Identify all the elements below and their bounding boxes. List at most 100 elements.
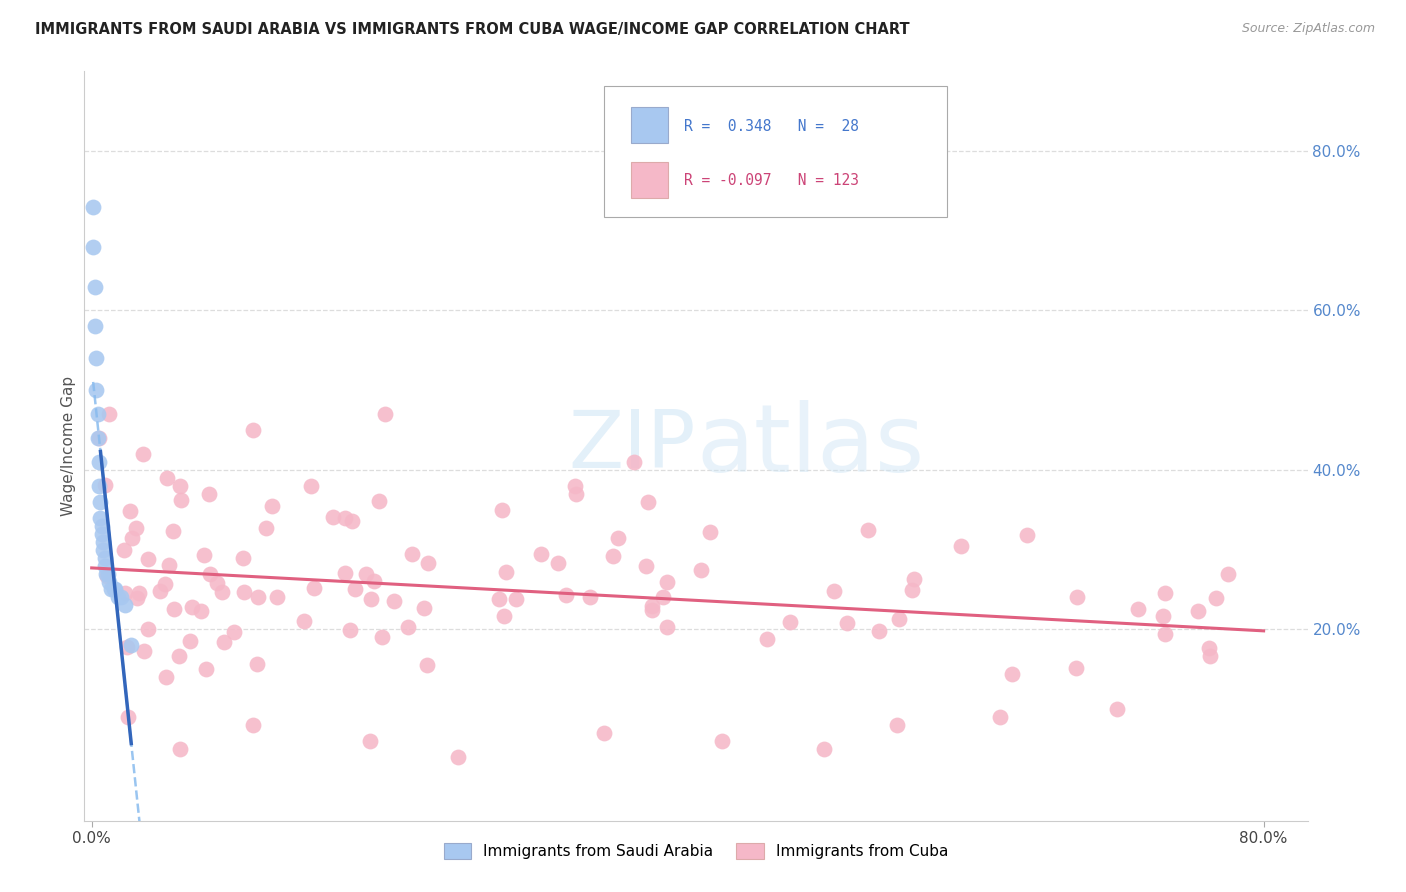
Point [132, 643, 155, 657]
Point [198, 487, 221, 501]
Point [988, 710, 1011, 724]
Point [82, 240, 104, 254]
Point [564, 479, 586, 493]
Point [382, 594, 405, 608]
Point [1199, 649, 1222, 664]
Point [1216, 566, 1239, 581]
Text: R =  0.348   N =  28: R = 0.348 N = 28 [683, 119, 859, 134]
Point [211, 585, 233, 599]
Point [125, 521, 148, 535]
Point [87, 455, 110, 469]
Point [593, 726, 616, 740]
Point [114, 599, 136, 613]
Point [1154, 627, 1177, 641]
Point [94, 558, 117, 573]
Point [104, 582, 127, 597]
Point [98, 407, 121, 421]
Point [132, 447, 155, 461]
Point [93, 542, 115, 557]
Point [170, 492, 193, 507]
Point [579, 591, 602, 605]
Point [91, 526, 114, 541]
Point [640, 599, 662, 613]
Point [901, 582, 924, 597]
Point [602, 549, 624, 563]
Point [86, 431, 108, 445]
Point [1017, 528, 1039, 542]
Point [190, 604, 212, 618]
Bar [631, 162, 668, 198]
Point [83, 279, 105, 293]
Legend: Immigrants from Saudi Arabia, Immigrants from Cuba: Immigrants from Saudi Arabia, Immigrants… [437, 838, 955, 865]
Point [710, 734, 733, 748]
Point [169, 479, 191, 493]
Point [120, 638, 142, 652]
Point [607, 531, 630, 545]
Point [333, 566, 356, 581]
Point [205, 575, 228, 590]
Point [198, 566, 221, 581]
Point [103, 582, 125, 597]
Point [374, 407, 396, 421]
Point [107, 591, 129, 605]
Point [652, 591, 675, 605]
Point [87, 431, 110, 445]
Point [371, 630, 394, 644]
Point [245, 657, 267, 671]
Point [339, 623, 361, 637]
Text: IMMIGRANTS FROM SAUDI ARABIA VS IMMIGRANTS FROM CUBA WAGE/INCOME GAP CORRELATION: IMMIGRANTS FROM SAUDI ARABIA VS IMMIGRAN… [35, 22, 910, 37]
Point [368, 494, 391, 508]
Point [333, 511, 356, 525]
Point [155, 670, 177, 684]
Point [138, 552, 160, 566]
Point [247, 590, 270, 604]
Point [637, 495, 659, 509]
Point [83, 319, 105, 334]
Point [266, 591, 288, 605]
Point [530, 547, 553, 561]
Point [1001, 667, 1024, 681]
Point [342, 514, 364, 528]
Point [121, 531, 143, 545]
Point [492, 609, 515, 624]
Text: ZIP: ZIP [568, 407, 696, 485]
Point [413, 600, 436, 615]
Point [157, 558, 180, 572]
Point [93, 534, 115, 549]
Point [495, 566, 517, 580]
Point [360, 591, 382, 606]
Point [868, 624, 890, 638]
Point [94, 478, 117, 492]
Point [1152, 609, 1174, 624]
Point [242, 423, 264, 437]
Point [110, 591, 132, 605]
FancyBboxPatch shape [605, 87, 946, 218]
Point [950, 540, 973, 554]
Point [222, 624, 245, 639]
Point [889, 612, 911, 626]
Point [179, 634, 201, 648]
Point [128, 586, 150, 600]
Point [401, 547, 423, 561]
Point [418, 556, 440, 570]
Point [505, 592, 527, 607]
Point [756, 632, 779, 646]
Bar [631, 107, 668, 143]
Point [242, 718, 264, 732]
Point [153, 577, 176, 591]
Point [699, 524, 721, 539]
Point [779, 615, 801, 629]
Point [547, 556, 569, 570]
Point [127, 591, 149, 606]
Point [1198, 640, 1220, 655]
Point [91, 518, 114, 533]
Point [82, 200, 104, 214]
Point [813, 742, 835, 756]
Point [112, 543, 135, 558]
Point [254, 521, 277, 535]
Point [655, 575, 678, 590]
Point [554, 588, 576, 602]
Point [115, 640, 138, 655]
Point [354, 566, 377, 581]
Point [117, 710, 139, 724]
